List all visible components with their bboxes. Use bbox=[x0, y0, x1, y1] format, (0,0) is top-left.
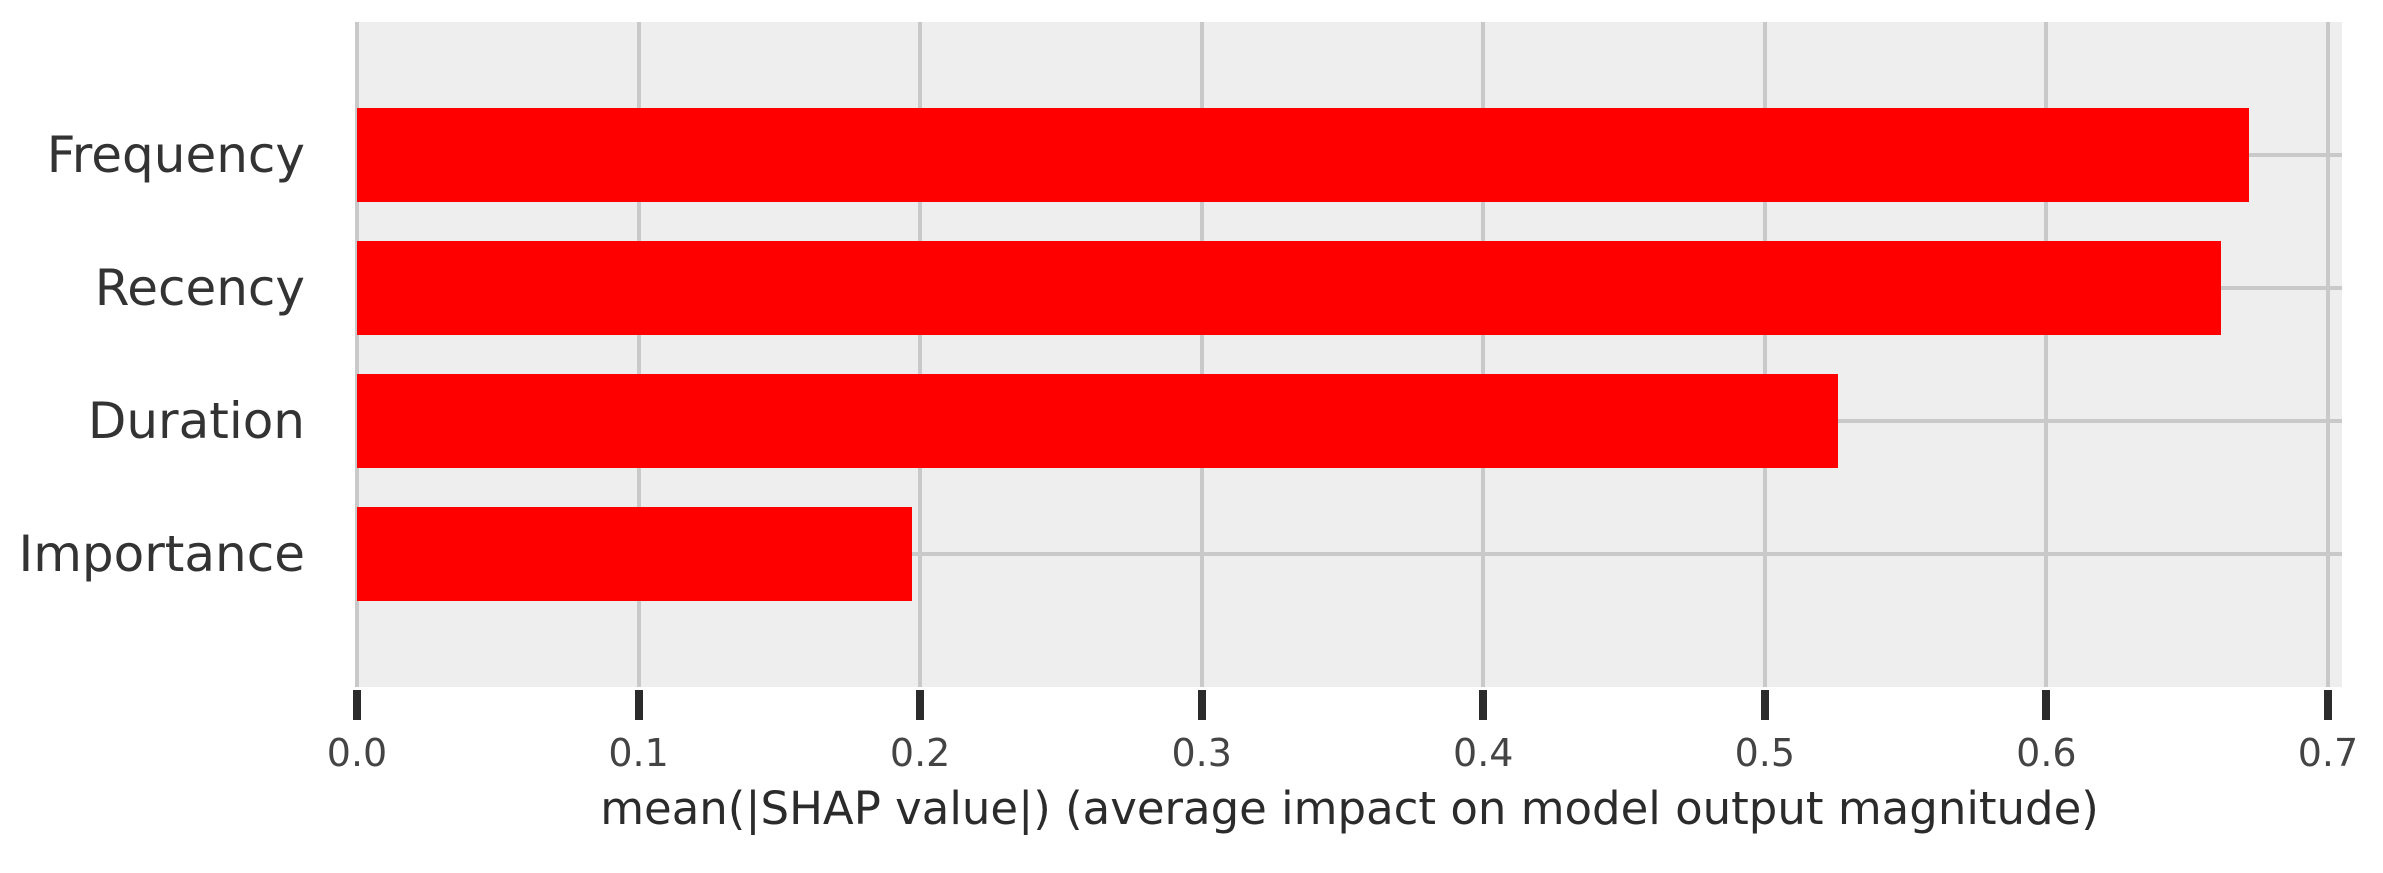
x-tick-mark bbox=[916, 690, 925, 720]
vertical-gridline bbox=[918, 22, 923, 687]
y-tick-label-duration: Duration bbox=[87, 392, 305, 450]
x-tick-mark bbox=[1197, 690, 1206, 720]
vertical-gridline bbox=[1481, 22, 1486, 687]
x-tick-mark bbox=[634, 690, 643, 720]
vertical-gridline bbox=[1199, 22, 1204, 687]
bar-importance bbox=[357, 507, 912, 601]
x-tick-label: 0.5 bbox=[1734, 731, 1796, 775]
x-tick-mark bbox=[353, 690, 361, 720]
plot-area bbox=[355, 22, 2342, 687]
y-tick-label-frequency: Frequency bbox=[46, 126, 305, 184]
x-tick-label: 0.1 bbox=[608, 731, 669, 775]
x-axis: 0.0 0.1 0.2 0.3 0.4 0.5 0.6 0.7 bbox=[327, 687, 2358, 807]
vertical-gridline bbox=[1762, 22, 1767, 687]
y-tick-label-recency: Recency bbox=[94, 259, 305, 317]
x-tick-label: 0.7 bbox=[2297, 731, 2359, 775]
x-tick-label: 0.3 bbox=[1171, 731, 1232, 775]
x-tick-mark bbox=[1760, 690, 1769, 720]
bar-recency bbox=[357, 241, 2221, 335]
x-tick-mark bbox=[2042, 690, 2051, 720]
x-axis-title: mean(|SHAP value|) (average impact on mo… bbox=[600, 782, 2099, 835]
horizontal-gridline bbox=[357, 552, 2342, 556]
bar-duration bbox=[357, 374, 1838, 468]
y-axis-labels: Frequency Recency Duration Importance bbox=[0, 22, 305, 687]
x-tick-label: 0.2 bbox=[889, 731, 951, 775]
x-tick-label: 0.0 bbox=[326, 731, 388, 775]
vertical-gridline bbox=[2325, 22, 2330, 687]
vertical-gridline bbox=[2044, 22, 2049, 687]
x-tick-label: 0.4 bbox=[1453, 731, 1514, 775]
x-tick-label: 0.6 bbox=[2016, 731, 2077, 775]
bar-frequency bbox=[357, 108, 2250, 202]
x-tick-mark bbox=[1479, 690, 1488, 720]
y-tick-label-importance: Importance bbox=[18, 525, 305, 583]
vertical-gridline bbox=[636, 22, 641, 687]
vertical-gridline bbox=[355, 22, 359, 687]
x-tick-mark bbox=[2323, 690, 2332, 720]
